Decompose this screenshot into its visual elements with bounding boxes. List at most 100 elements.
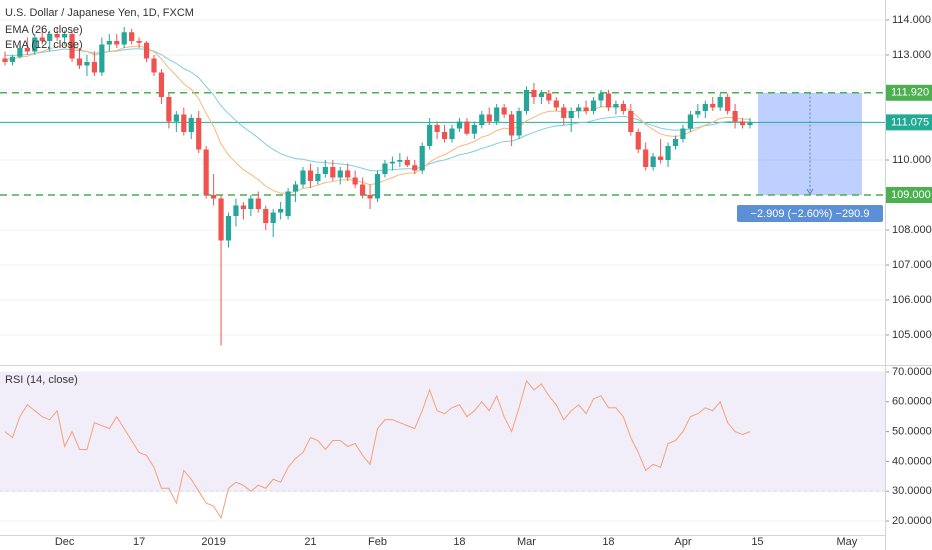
- rsi-line: [4, 379, 751, 520]
- candle-body: [374, 173, 381, 199]
- rsi-title: RSI (14, close): [5, 374, 78, 386]
- candle-body: [285, 191, 291, 216]
- candle-body: [643, 149, 649, 167]
- candle-body: [84, 61, 90, 66]
- candle-body: [583, 107, 589, 111]
- plot-layer: −2.909 (−2.60%) −290.9: [0, 19, 889, 522]
- candle-body: [732, 110, 738, 122]
- candle-body: [129, 32, 135, 41]
- candle-body: [546, 93, 552, 101]
- x-tick-label: 15: [751, 536, 763, 548]
- candle-body: [509, 114, 515, 136]
- candle-body: [725, 96, 731, 111]
- candle-body: [427, 124, 433, 146]
- candle-body: [635, 131, 641, 150]
- candle-body: [747, 122, 753, 125]
- candle-body: [196, 117, 202, 150]
- candle-body: [598, 93, 604, 101]
- candle-body: [91, 61, 97, 73]
- candle-body: [211, 194, 217, 199]
- y-tick-label: 106.000: [892, 294, 932, 306]
- candle-body: [672, 138, 679, 146]
- candle-body: [24, 47, 30, 52]
- candle-body: [143, 42, 150, 59]
- candle-body: [590, 100, 597, 111]
- x-tick-label: Dec: [55, 536, 75, 548]
- candle-body: [307, 170, 314, 181]
- measure-box: [758, 92, 862, 195]
- candle-body: [270, 212, 276, 223]
- y-tick-label: 30.0000: [892, 485, 932, 497]
- candle-body: [419, 145, 425, 171]
- candle-body: [352, 177, 358, 185]
- candle-body: [471, 124, 477, 134]
- candle-body: [687, 114, 693, 129]
- candle-body: [278, 208, 284, 213]
- level-label-box: [886, 114, 932, 131]
- level-label-box: [886, 84, 932, 101]
- candle-body: [397, 159, 403, 162]
- y-tick-label: 110.000: [892, 154, 931, 166]
- candle-body: [315, 173, 321, 181]
- candle-body: [434, 124, 440, 132]
- candle-body: [99, 44, 105, 73]
- candle-body: [181, 114, 187, 132]
- level-label-box: [886, 186, 932, 203]
- chart-title: U.S. Dollar / Japanese Yen, 1D, FXCM: [5, 7, 194, 19]
- candle-body: [717, 96, 723, 108]
- candle-body: [441, 131, 448, 139]
- candle-body: [412, 165, 418, 171]
- candle-body: [54, 33, 60, 38]
- y-tick-label: 113.000: [892, 49, 931, 61]
- y-tick-label: 40.0000: [892, 455, 932, 467]
- y-tick-label: 108.000: [892, 224, 932, 236]
- x-tick-label: Feb: [368, 536, 387, 548]
- candle-body: [494, 107, 500, 122]
- candle-body: [665, 145, 671, 160]
- candle-body: [17, 47, 23, 57]
- x-tick-label: Apr: [674, 536, 691, 548]
- level-label: 111.075: [891, 116, 929, 128]
- y-tick-label: 70.0000: [892, 366, 932, 378]
- candle-body: [613, 103, 619, 108]
- measure-label-box: [737, 204, 883, 222]
- candle-body: [218, 198, 224, 241]
- candle-body: [345, 170, 351, 178]
- legend-entry: EMA (12, close): [5, 39, 83, 51]
- candle-body: [188, 117, 194, 132]
- measure-arrow-head: [806, 188, 814, 195]
- candle-body: [225, 215, 232, 241]
- candle-body: [158, 72, 165, 97]
- candle-body: [39, 37, 45, 41]
- candle-body: [576, 107, 582, 111]
- candle-body: [628, 110, 634, 132]
- candle-body: [9, 56, 16, 62]
- y-tick-label: 114.000: [892, 14, 931, 26]
- candle-body: [516, 110, 522, 136]
- candle-body: [263, 208, 269, 223]
- candle-body: [658, 156, 664, 160]
- candle-body: [233, 205, 239, 216]
- candle-body: [300, 170, 306, 185]
- candle-body: [523, 89, 530, 111]
- candle-body: [449, 128, 455, 139]
- candle-body: [330, 166, 336, 178]
- candle-body: [456, 121, 463, 129]
- candle-body: [389, 161, 395, 164]
- candle-body: [62, 33, 68, 38]
- x-tick-label: 21: [304, 536, 316, 548]
- candle-body: [680, 128, 686, 139]
- candle-body: [538, 93, 544, 97]
- candle-body: [486, 114, 492, 122]
- candle-body: [292, 184, 299, 192]
- candle-body: [166, 96, 172, 122]
- legend-entry: EMA (26, close): [5, 24, 83, 36]
- x-tick-label: 2019: [201, 536, 225, 548]
- x-tick-label: 18: [453, 536, 465, 548]
- candle-body: [255, 198, 261, 209]
- candle-body: [620, 103, 626, 111]
- candle-body: [151, 58, 157, 73]
- y-tick-label: 107.000: [892, 259, 932, 271]
